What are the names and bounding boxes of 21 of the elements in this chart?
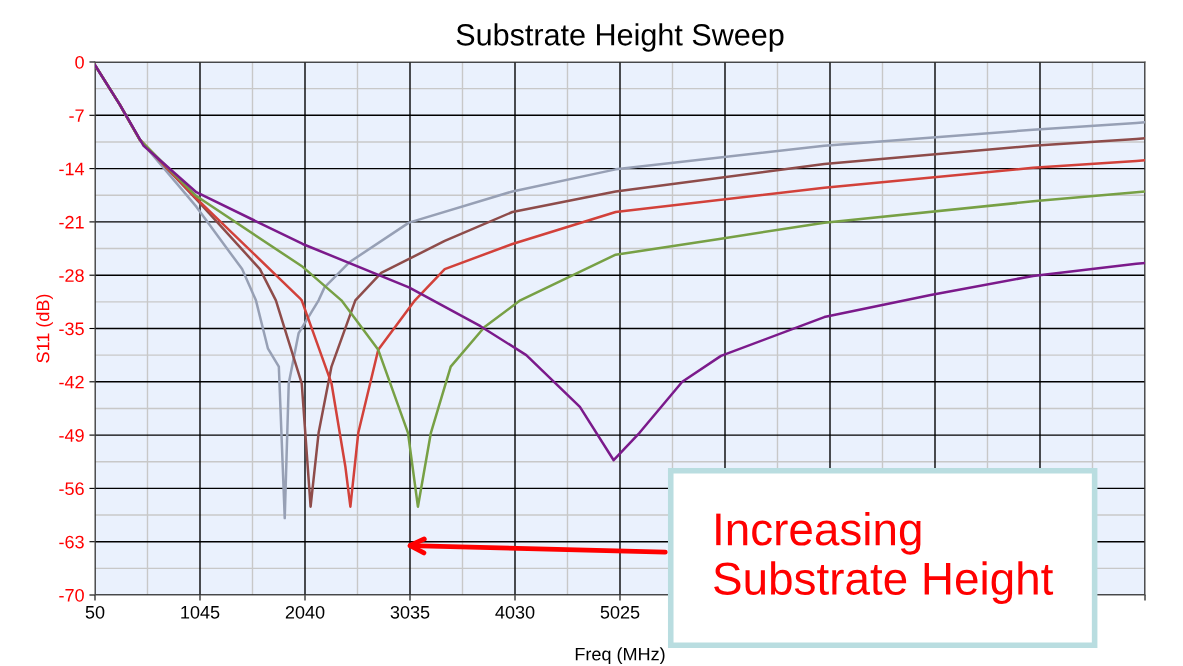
x-tick-label: 3035 bbox=[390, 605, 430, 619]
y-tick-label: -35 bbox=[59, 322, 84, 336]
x-tick-label: 50 bbox=[85, 605, 105, 619]
chart-title: Substrate Height Sweep bbox=[456, 23, 784, 52]
x-tick-label: 4030 bbox=[495, 605, 535, 619]
y-tick-label: -21 bbox=[59, 215, 84, 229]
y-tick-label: -56 bbox=[59, 482, 84, 496]
y-tick-label: -14 bbox=[59, 162, 85, 176]
x-axis-title: Freq (MHz) bbox=[575, 647, 665, 665]
annotation: Increasing Substrate Height bbox=[714, 511, 1054, 605]
x-tick-label: 1045 bbox=[181, 605, 220, 619]
y-tick-label: -28 bbox=[59, 269, 84, 282]
y-tick-label: -63 bbox=[59, 535, 84, 549]
y-tick-label: -7 bbox=[69, 109, 84, 122]
y-tick-label: 0 bbox=[75, 55, 84, 69]
y-tick-label: -42 bbox=[59, 375, 84, 389]
x-tick-label: 5025 bbox=[600, 605, 640, 619]
y-axis-title: S11 (dB) bbox=[36, 294, 53, 363]
x-tick-label: 2040 bbox=[285, 605, 325, 619]
y-tick-label: -70 bbox=[59, 588, 84, 602]
y-tick-label: -49 bbox=[59, 429, 84, 442]
